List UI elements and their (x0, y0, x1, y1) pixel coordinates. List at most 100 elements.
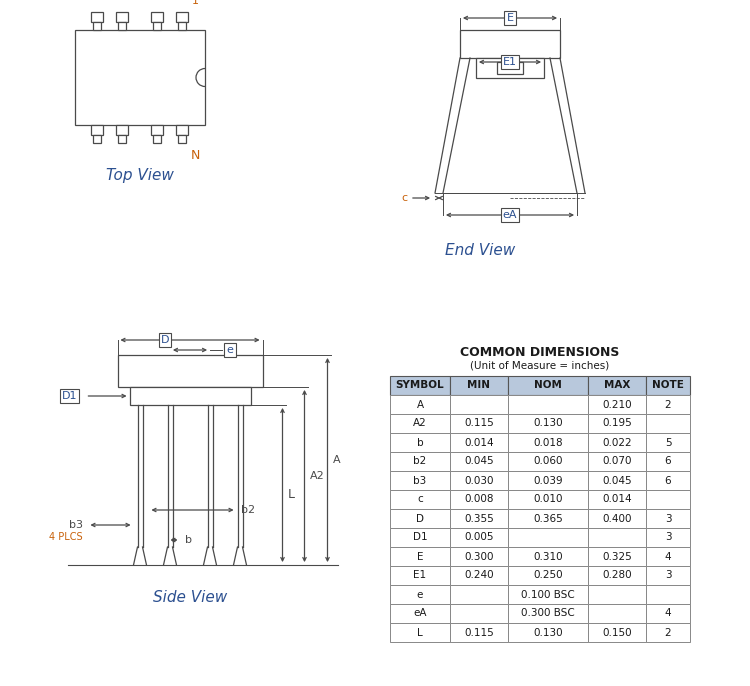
Bar (153, 135, 161, 143)
Bar (646, 452, 690, 471)
Text: E1: E1 (503, 57, 517, 67)
Text: b3: b3 (68, 520, 82, 530)
Text: D1: D1 (413, 532, 428, 543)
Text: 0.115: 0.115 (464, 628, 494, 637)
Bar (390, 395, 450, 414)
Bar (646, 376, 690, 395)
Bar (508, 376, 588, 395)
Text: NOTE: NOTE (652, 381, 684, 390)
Text: MIN: MIN (467, 381, 490, 390)
Bar (588, 623, 646, 642)
Bar (93, 22, 101, 30)
Text: 0.325: 0.325 (602, 552, 632, 562)
Bar (646, 490, 690, 509)
Text: 0.130: 0.130 (533, 418, 562, 429)
Text: 3: 3 (664, 532, 671, 543)
Text: End View: End View (445, 243, 515, 258)
Bar (450, 452, 508, 471)
Bar (508, 490, 588, 509)
Bar (450, 376, 508, 395)
Bar (460, 30, 560, 58)
Text: eA: eA (503, 210, 518, 220)
Text: b3: b3 (413, 475, 427, 486)
Bar (450, 604, 508, 623)
Text: 0.115: 0.115 (464, 418, 494, 429)
Bar (508, 414, 588, 433)
Text: D1: D1 (62, 391, 77, 401)
Bar (118, 135, 126, 143)
Bar (508, 604, 588, 623)
Bar (390, 471, 450, 490)
Bar (646, 414, 690, 433)
Text: 6: 6 (664, 456, 671, 466)
Bar (508, 547, 588, 566)
Bar (390, 604, 450, 623)
Bar (390, 452, 450, 471)
Text: Side View: Side View (153, 590, 227, 605)
Text: MAX: MAX (604, 381, 630, 390)
Text: A: A (416, 399, 424, 410)
Bar (176, 125, 188, 135)
Bar (450, 471, 508, 490)
Text: 0.039: 0.039 (533, 475, 562, 486)
Bar (588, 395, 646, 414)
Bar (588, 585, 646, 604)
Text: SYMBOL: SYMBOL (396, 381, 444, 390)
Text: 0.010: 0.010 (533, 495, 562, 504)
Text: 0.045: 0.045 (602, 475, 632, 486)
Text: b: b (184, 535, 191, 545)
Text: (Unit of Measure = inches): (Unit of Measure = inches) (470, 361, 610, 371)
Bar (646, 604, 690, 623)
Bar (450, 623, 508, 642)
Bar (118, 355, 262, 387)
Text: 5: 5 (664, 438, 671, 447)
Bar (508, 509, 588, 528)
Bar (450, 433, 508, 452)
Bar (508, 433, 588, 452)
Text: 0.400: 0.400 (602, 514, 632, 523)
Bar (151, 12, 163, 22)
Text: Top View: Top View (106, 168, 174, 183)
Bar (588, 414, 646, 433)
Text: 4: 4 (664, 552, 671, 562)
Text: A: A (332, 455, 340, 465)
Bar (118, 22, 126, 30)
Bar (588, 528, 646, 547)
Text: 2: 2 (664, 628, 671, 637)
Text: 3: 3 (664, 514, 671, 523)
Bar (450, 566, 508, 585)
Bar (450, 395, 508, 414)
Text: 0.195: 0.195 (602, 418, 632, 429)
Bar (390, 376, 450, 395)
Text: 0.150: 0.150 (602, 628, 632, 637)
Bar (508, 566, 588, 585)
Bar (390, 414, 450, 433)
Bar (588, 452, 646, 471)
Bar (130, 387, 251, 405)
Text: 0.005: 0.005 (464, 532, 494, 543)
Text: 0.310: 0.310 (533, 552, 562, 562)
Bar (390, 585, 450, 604)
Bar (390, 433, 450, 452)
Text: 6: 6 (664, 475, 671, 486)
Bar (588, 509, 646, 528)
Bar (390, 547, 450, 566)
Text: b2: b2 (413, 456, 427, 466)
Bar (508, 471, 588, 490)
Text: 0.355: 0.355 (464, 514, 494, 523)
Bar (646, 528, 690, 547)
Text: E: E (506, 13, 514, 23)
Text: A2: A2 (413, 418, 427, 429)
Bar (646, 585, 690, 604)
Bar (450, 528, 508, 547)
Text: b2: b2 (242, 505, 256, 515)
Text: COMMON DIMENSIONS: COMMON DIMENSIONS (460, 346, 620, 359)
Bar (390, 566, 450, 585)
Bar (91, 12, 103, 22)
Bar (151, 125, 163, 135)
Bar (646, 471, 690, 490)
Bar (588, 604, 646, 623)
Text: 0.210: 0.210 (602, 399, 632, 410)
Bar (646, 566, 690, 585)
Text: L: L (417, 628, 423, 637)
